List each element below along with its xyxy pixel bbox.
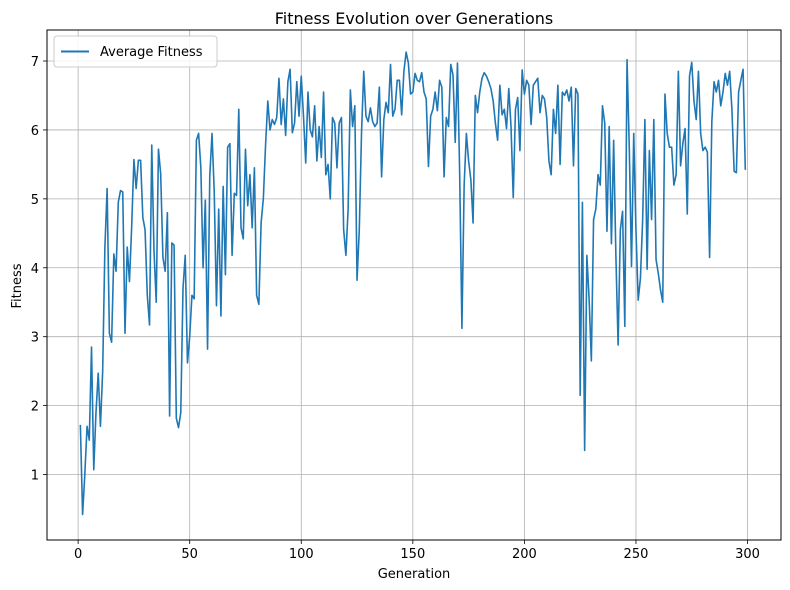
y-tick-label: 5 bbox=[31, 193, 39, 208]
y-tick-label: 6 bbox=[31, 124, 39, 139]
series-layer bbox=[79, 51, 747, 516]
x-tick-label: 150 bbox=[400, 547, 425, 562]
y-axis-label: Fitness bbox=[10, 263, 25, 308]
x-axis-label: Generation bbox=[378, 567, 451, 582]
x-tick-label: 100 bbox=[289, 547, 314, 562]
legend-box bbox=[53, 35, 218, 68]
x-tick-label: 0 bbox=[74, 547, 82, 562]
grid bbox=[47, 30, 781, 540]
x-tick-label: 200 bbox=[512, 547, 537, 562]
axis-ticks: 0 50 100 150 200 250 300 1 2 3 4 5 6 7 bbox=[31, 55, 760, 562]
series-line-average-fitness bbox=[79, 51, 747, 516]
x-tick-label: 250 bbox=[624, 547, 649, 562]
chart-title: Fitness Evolution over Generations bbox=[275, 9, 554, 28]
y-tick-label: 2 bbox=[31, 400, 39, 415]
legend: Average Fitness bbox=[53, 35, 218, 68]
y-tick-label: 7 bbox=[31, 55, 39, 70]
y-tick-label: 3 bbox=[31, 331, 39, 346]
x-tick-label: 300 bbox=[735, 547, 760, 562]
y-tick-label: 4 bbox=[31, 262, 39, 277]
y-tick-label: 1 bbox=[31, 469, 39, 484]
x-tick-label: 50 bbox=[181, 547, 198, 562]
legend-label: Average Fitness bbox=[100, 45, 203, 60]
plot-area-frame bbox=[46, 29, 782, 541]
